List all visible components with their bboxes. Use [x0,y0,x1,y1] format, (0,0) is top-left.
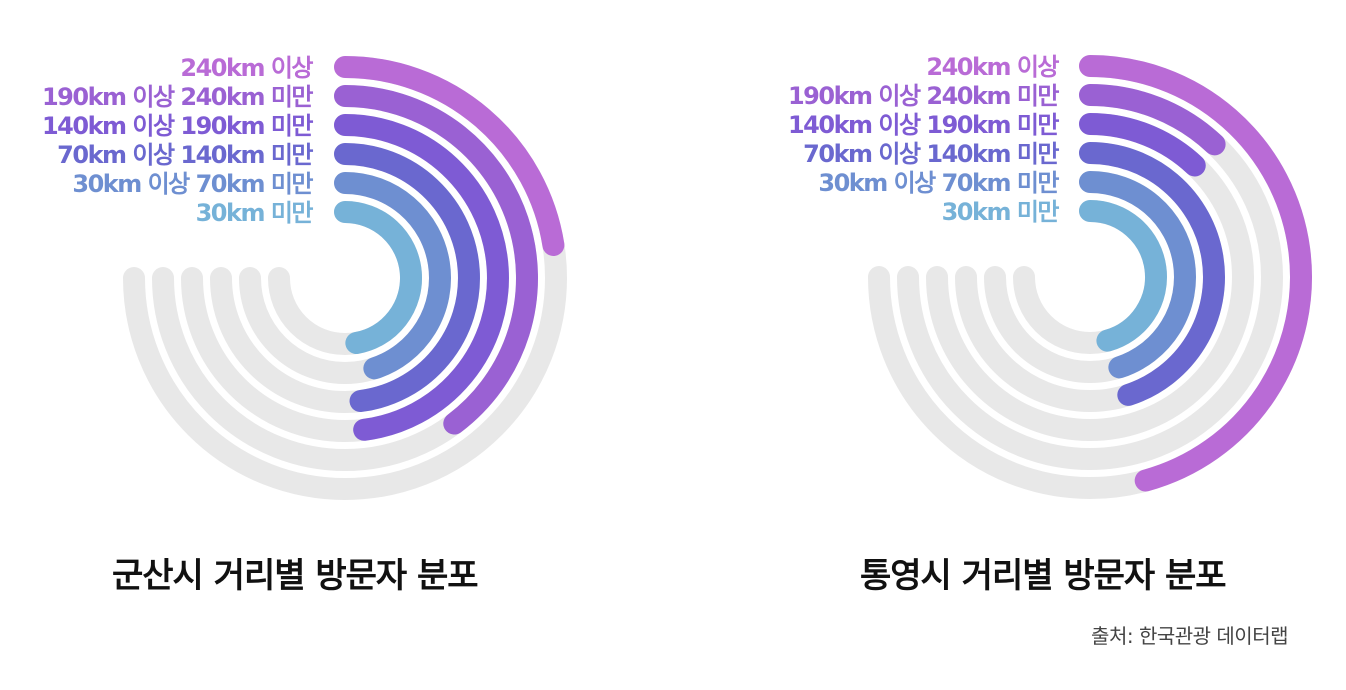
category-label-5: 30km 이상 70km 미만 [72,170,313,198]
category-label-2: 190km 이상 240km 미만 [42,83,313,111]
chart-title-gunsan: 군산시 거리별 방문자 분포 [112,556,479,596]
chart-title-tongyeong: 통영시 거리별 방문자 분포 [860,556,1227,596]
bar-tongyeong-4 [1079,142,1225,406]
bar-tongyeong-1 [1079,55,1312,492]
category-label-5: 30km 이상 70km 미만 [818,169,1059,197]
bar-gunsan-4 [334,143,480,413]
bar-gunsan-3 [334,114,509,441]
category-label-2: 190km 이상 240km 미만 [788,82,1059,110]
category-label-3: 140km 이상 190km 미만 [42,112,313,140]
bar-gunsan-2 [334,85,538,435]
category-label-4: 70km 이상 140km 미만 [57,141,313,169]
category-label-6: 30km 미만 [942,198,1060,226]
category-label-6: 30km 미만 [196,199,314,227]
bar-gunsan-6 [334,201,422,355]
bar-tongyeong-6 [1079,200,1167,352]
source-note: 출처: 한국관광 데이터랩 [1091,624,1288,648]
category-label-3: 140km 이상 190km 미만 [788,111,1059,139]
bar-tongyeong-3 [1079,113,1206,177]
bar-tongyeong-2 [1079,84,1226,156]
category-label-1: 240km 이상 [180,54,313,82]
bar-tongyeong-5 [1079,171,1196,379]
category-label-1: 240km 이상 [926,53,1059,81]
bar-gunsan-1 [334,56,565,256]
bar-gunsan-5 [334,172,451,380]
category-label-4: 70km 이상 140km 미만 [803,140,1059,168]
